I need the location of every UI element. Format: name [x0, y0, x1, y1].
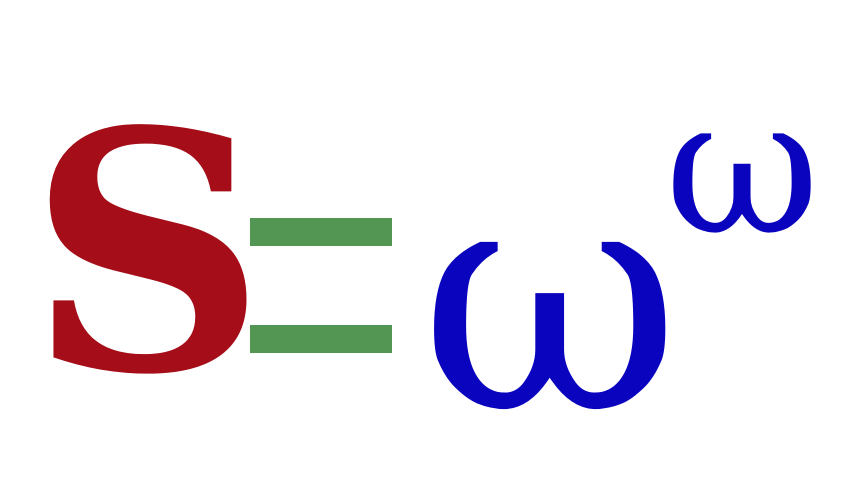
omega-base: ω — [420, 112, 681, 484]
lhs-letter-s: S — [28, 59, 267, 447]
omega-exponent: ω — [665, 56, 820, 277]
equals-bar-bottom — [250, 325, 392, 353]
equals-bar-top — [250, 218, 392, 246]
